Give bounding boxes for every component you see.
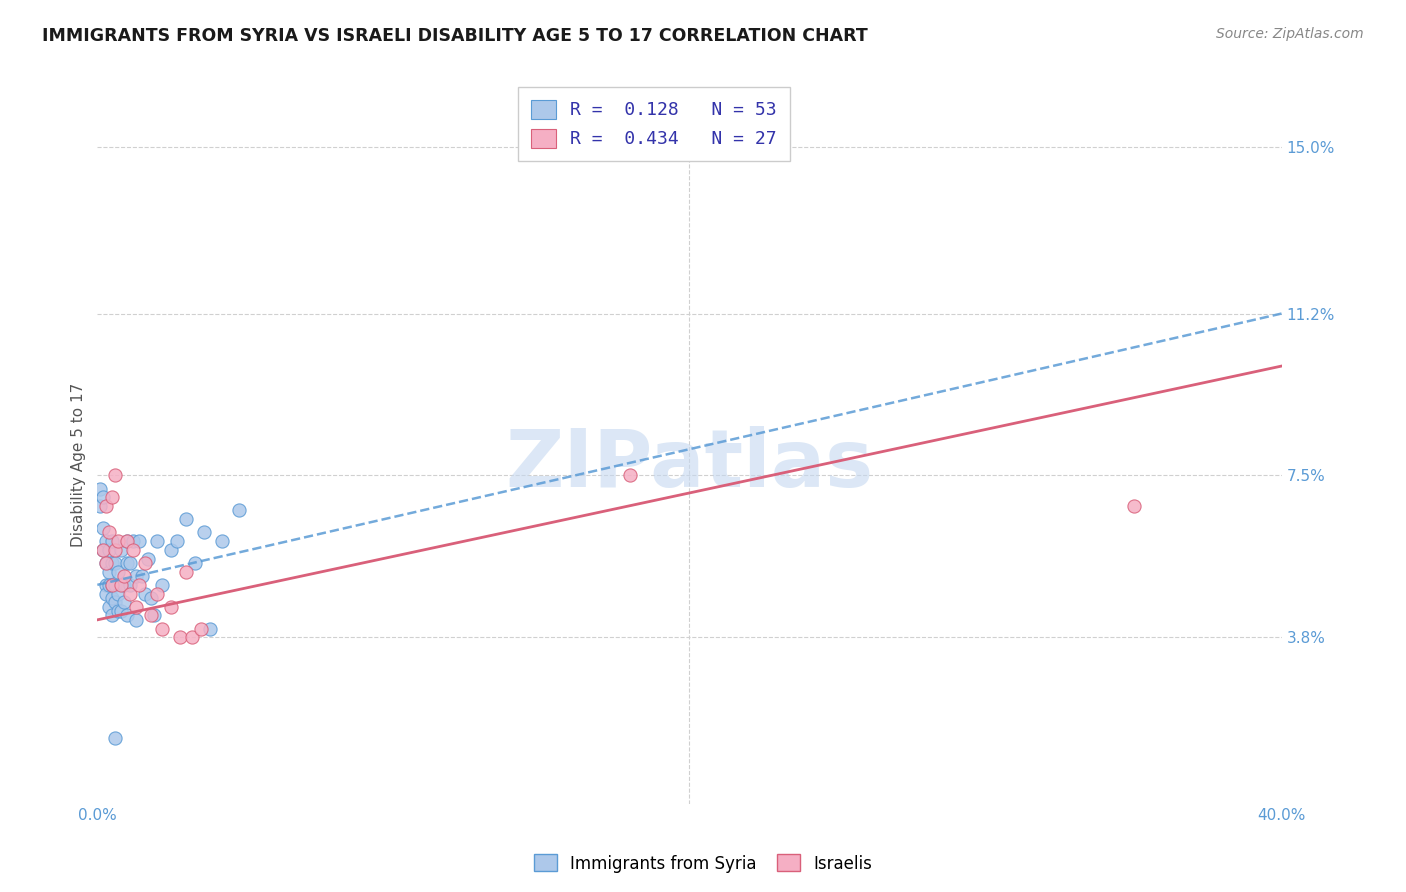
Point [101,591,124,605]
Point [98,599,121,614]
Text: Source: ZipAtlas.com: Source: ZipAtlas.com [1216,27,1364,41]
Point [107,565,129,579]
Point [89,482,111,496]
Point [118,556,141,570]
Point [619,468,641,483]
Point [96,556,118,570]
Point [166,534,188,549]
Point [198,622,221,636]
Point [190,622,212,636]
Point [98,578,121,592]
Point [107,534,129,549]
Point [101,556,124,570]
Point [228,503,250,517]
Point [122,534,145,549]
Point [193,525,215,540]
Point [118,586,141,600]
Point [131,569,153,583]
Point [96,586,118,600]
Point [101,608,124,623]
Point [160,542,183,557]
Point [174,565,197,579]
Point [115,534,138,549]
Legend: Immigrants from Syria, Israelis: Immigrants from Syria, Israelis [527,847,879,880]
Point [96,578,118,592]
Point [110,542,132,557]
Point [145,534,167,549]
Point [107,604,129,618]
Point [134,586,156,600]
Point [139,591,162,605]
Point [91,521,114,535]
Point [152,622,174,636]
Point [152,578,174,592]
Point [184,556,207,570]
Point [125,599,148,614]
Point [128,578,150,592]
Point [139,608,162,623]
Point [101,578,124,592]
Point [136,551,159,566]
Text: IMMIGRANTS FROM SYRIA VS ISRAELI DISABILITY AGE 5 TO 17 CORRELATION CHART: IMMIGRANTS FROM SYRIA VS ISRAELI DISABIL… [42,27,868,45]
Point [107,586,129,600]
Point [104,595,127,609]
Point [128,534,150,549]
Point [104,731,127,745]
Point [110,578,132,592]
Point [104,468,127,483]
Point [96,499,118,513]
Point [174,512,197,526]
Point [91,491,114,505]
Point [112,569,135,583]
Point [142,608,165,623]
Legend: R =  0.128   N = 53, R =  0.434   N = 27: R = 0.128 N = 53, R = 0.434 N = 27 [517,87,790,161]
Point [134,556,156,570]
Point [91,542,114,557]
Point [104,556,127,570]
Point [160,599,183,614]
Point [101,578,124,592]
Point [98,542,121,557]
Point [91,542,114,557]
Y-axis label: Disability Age 5 to 17: Disability Age 5 to 17 [72,383,86,547]
Point [1122,499,1144,513]
Point [122,542,145,557]
Point [118,578,141,592]
Point [115,556,138,570]
Point [98,525,121,540]
Point [110,604,132,618]
Point [211,534,233,549]
Point [115,534,138,549]
Point [96,556,118,570]
Point [98,565,121,579]
Text: ZIPatlas: ZIPatlas [505,425,873,503]
Point [101,534,124,549]
Point [104,542,127,557]
Point [104,578,127,592]
Point [181,631,204,645]
Point [125,569,148,583]
Point [169,631,191,645]
Point [112,578,135,592]
Point [96,534,118,549]
Point [101,491,124,505]
Point [89,499,111,513]
Point [145,586,167,600]
Point [125,613,148,627]
Point [115,608,138,623]
Point [112,595,135,609]
